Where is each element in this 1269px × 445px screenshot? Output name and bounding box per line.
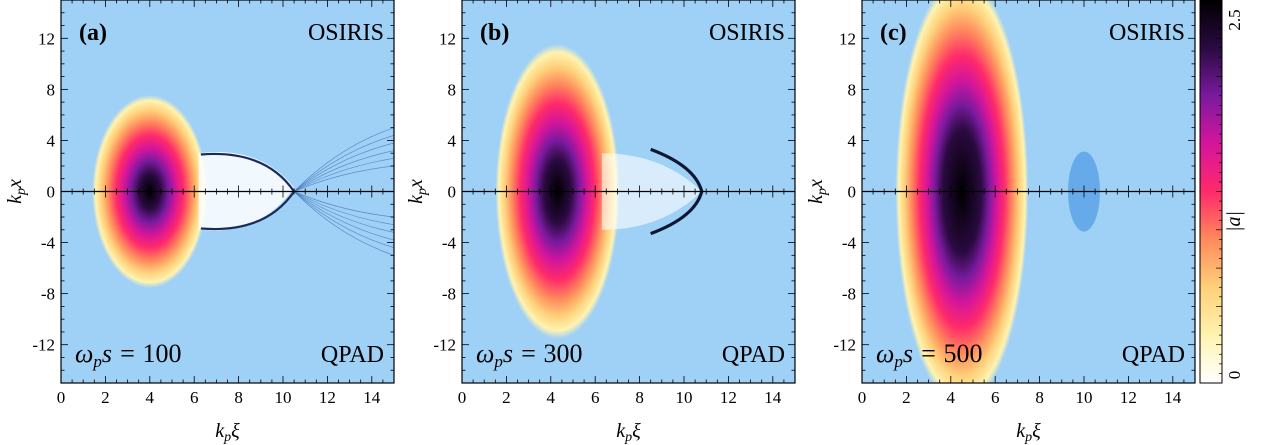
y-tick-label: -4 [842,234,857,253]
trailing-filament [293,134,394,192]
y-tick-label: -4 [442,234,457,253]
panel-label: (c) [880,20,907,46]
wake-sheath-bottom [200,190,296,231]
trailing-filament [293,191,394,226]
wake-sheath-top [200,152,296,193]
y-axis-label: kpx [4,179,29,204]
x-tick-label: 4 [547,388,556,407]
x-tick-label: 2 [502,388,511,407]
simulation-label-top: OSIRIS [709,20,785,46]
trailing-filament [293,157,394,192]
y-tick-label: 8 [47,80,56,99]
x-tick-label: 14 [764,388,782,407]
x-tick-label: 0 [858,388,867,407]
y-tick-label: -4 [41,234,56,253]
x-tick-label: 6 [190,388,199,407]
panel-a: 0 2 4 6 8 10 12 14 -12 -8 -4 0 4 8 12 (a) OSIRIS QPAD ωps … [4,0,395,445]
y-tick-label: -8 [41,285,55,304]
trailing-filament [293,191,394,233]
trailing-filament [293,142,394,192]
x-tick-label: 14 [1164,388,1182,407]
time-label: ωps = 100 [75,339,182,371]
y-tick-label: 0 [848,183,857,202]
y-tick-label: -8 [442,285,456,304]
x-axis-label: kpξ [616,420,641,445]
y-tick-label: 4 [848,131,857,150]
y-tick-label: 12 [439,29,456,48]
y-tick-label: -8 [842,285,856,304]
panel-c: 0 2 4 6 8 10 12 14 -12 -8 -4 0 4 8 12 (c) OSIRIS QPAD ωps … [805,0,1196,445]
y-tick-label: -12 [32,336,55,355]
y-tick-label: 8 [848,80,857,99]
y-tick-label: 12 [839,29,856,48]
x-tick-label: 12 [720,388,737,407]
y-tick-label: 12 [38,29,55,48]
x-tick-label: 2 [902,388,911,407]
y-tick-label: 0 [448,183,457,202]
simulation-label-bottom: QPAD [321,342,384,368]
x-tick-label: 10 [676,388,693,407]
x-axis-label: kpξ [215,420,240,445]
x-tick-label: 10 [1076,388,1093,407]
panel-label: (a) [79,20,107,46]
time-label: ωps = 500 [876,339,983,371]
colorbar: 0 2.5 |a| [1199,0,1245,384]
y-axis-label: kpx [405,179,430,204]
trailing-filament [293,165,394,192]
panel-label: (b) [480,20,509,46]
x-tick-label: 0 [57,388,66,407]
colorbar-tick-label: 2.5 [1225,9,1244,30]
x-tick-label: 2 [101,388,110,407]
simulation-label-bottom: QPAD [722,342,785,368]
x-tick-label: 4 [146,388,155,407]
y-tick-label: 4 [448,131,457,150]
x-tick-label: 6 [591,388,600,407]
trailing-filament [293,191,394,256]
x-tick-label: 14 [363,388,381,407]
y-axis-label: kpx [805,179,830,204]
simulation-label-top: OSIRIS [308,20,384,46]
panel-b: 0 2 4 6 8 10 12 14 -12 -8 -4 0 4 8 12 (b) OSIRIS QPAD ωps … [405,0,796,445]
time-label: ωps = 300 [476,339,583,371]
y-tick-label: -12 [433,336,456,355]
trailing-filament [293,191,394,249]
x-tick-label: 12 [1120,388,1137,407]
y-tick-label: -12 [833,336,856,355]
colorbar-label: |a| [1223,211,1245,232]
simulation-label-top: OSIRIS [1109,20,1185,46]
y-tick-label: 8 [448,80,457,99]
x-tick-label: 4 [947,388,956,407]
y-tick-label: 0 [47,183,56,202]
trailing-filament [293,191,394,218]
x-axis-label: kpξ [1016,420,1041,445]
x-tick-label: 10 [275,388,292,407]
colorbar-tick-label: 0 [1225,371,1244,380]
trailing-filament [293,150,394,192]
x-tick-label: 8 [635,388,644,407]
x-tick-label: 8 [234,388,243,407]
y-tick-label: 4 [47,131,56,150]
x-tick-label: 0 [458,388,467,407]
x-tick-label: 12 [319,388,336,407]
trailing-filament [293,191,394,241]
x-tick-label: 8 [1035,388,1044,407]
trailing-filament [293,127,394,192]
simulation-label-bottom: QPAD [1122,342,1185,368]
x-tick-label: 6 [991,388,1000,407]
